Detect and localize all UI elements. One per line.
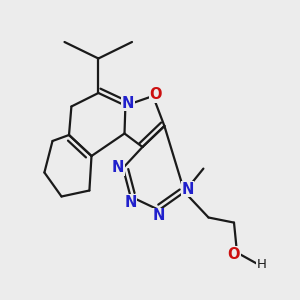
Text: N: N: [122, 96, 134, 111]
Text: N: N: [124, 195, 137, 210]
Text: O: O: [228, 247, 240, 262]
Text: N: N: [153, 208, 165, 224]
Text: N: N: [181, 182, 194, 196]
Text: N: N: [111, 160, 124, 175]
Text: O: O: [150, 87, 162, 102]
Text: H: H: [257, 258, 266, 271]
